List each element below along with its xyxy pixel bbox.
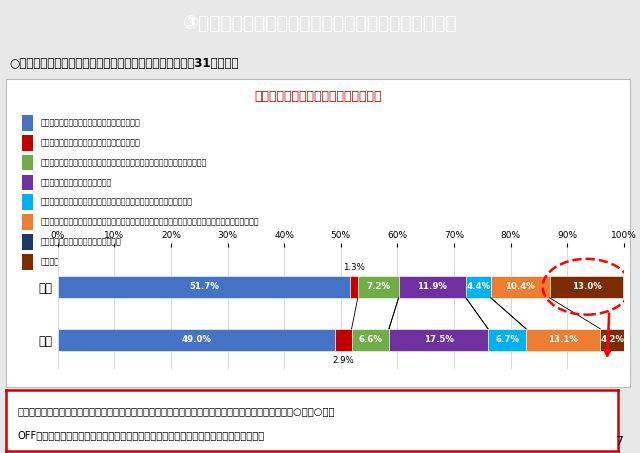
- Bar: [526, 329, 600, 351]
- Text: ③歯科・美容分野における費用を強調した広告の傾向: ③歯科・美容分野における費用を強調した広告の傾向: [182, 14, 458, 33]
- Text: 7: 7: [616, 435, 624, 448]
- Bar: [466, 275, 491, 298]
- Text: 17.5%: 17.5%: [424, 336, 454, 344]
- Text: （１）　広告が可能とされていない事項の広告: （１） 広告が可能とされていない事項の広告: [40, 118, 140, 127]
- Bar: [335, 329, 351, 351]
- Bar: [22, 115, 33, 130]
- Text: （４）　誇大な広告（誇大広告）: （４） 誇大な広告（誇大広告）: [40, 178, 112, 187]
- Text: OFF等の「費用を強調した広告」であり、美容では費用によって誘引する広告が目立つ。: OFF等の「費用を強調した広告」であり、美容では費用によって誘引する広告が目立つ…: [17, 430, 265, 440]
- Bar: [22, 155, 33, 170]
- Bar: [600, 329, 624, 351]
- Text: （５）　患者等の主観に基づく、治療等の内容又は効果に関する体験談: （５） 患者等の主観に基づく、治療等の内容又は効果に関する体験談: [40, 198, 193, 207]
- Bar: [358, 275, 399, 298]
- Bar: [491, 275, 550, 298]
- Bar: [351, 275, 358, 298]
- Text: 13.0%: 13.0%: [572, 282, 602, 291]
- Text: 6.6%: 6.6%: [358, 336, 382, 344]
- Bar: [22, 174, 33, 190]
- Bar: [389, 329, 488, 351]
- Text: （８）　その他: （８） その他: [40, 257, 74, 266]
- Bar: [488, 329, 526, 351]
- Text: 4.2%: 4.2%: [600, 336, 624, 344]
- Bar: [550, 275, 623, 298]
- Text: 10.4%: 10.4%: [506, 282, 535, 291]
- Bar: [22, 194, 33, 210]
- Bar: [22, 234, 33, 250]
- Text: （６）　治療等の内容又は効果について、患者等を誤認させるおそれがある治療等の前又は後の写真等: （６） 治療等の内容又は効果について、患者等を誤認させるおそれがある治療等の前又…: [40, 218, 259, 226]
- Text: （３）　他の病院又は診療所と比較して優良である旨の広告（比較優良広告）: （３） 他の病院又は診療所と比較して優良である旨の広告（比較優良広告）: [40, 158, 207, 167]
- Text: （７）　公序良俗に反する内容の広告: （７） 公序良俗に反する内容の広告: [40, 237, 122, 246]
- Text: ○美容・歯科において違反が多い違反種類（令和２年３月31日時点）: ○美容・歯科において違反が多い違反種類（令和２年３月31日時点）: [10, 57, 239, 70]
- Text: 1.3%: 1.3%: [343, 263, 365, 272]
- Text: 【美容・歯科】違反種類別の違反割合: 【美容・歯科】違反種類別の違反割合: [255, 91, 382, 103]
- Bar: [22, 135, 33, 150]
- Text: 4.4%: 4.4%: [467, 282, 490, 291]
- Bar: [22, 254, 33, 270]
- Bar: [399, 275, 466, 298]
- Bar: [351, 329, 389, 351]
- Text: 6.7%: 6.7%: [495, 336, 519, 344]
- Text: 51.7%: 51.7%: [189, 282, 219, 291]
- Text: 13.1%: 13.1%: [548, 336, 578, 344]
- Text: 2.9%: 2.9%: [332, 356, 354, 365]
- Text: 11.9%: 11.9%: [417, 282, 447, 291]
- Text: 美容は歯科と比較して、「その他」の違反比率が高い傾向がある。「その他」の多くはキャンペーン、○％（○円）: 美容は歯科と比較して、「その他」の違反比率が高い傾向がある。「その他」の多くはキ…: [17, 406, 335, 416]
- Text: 49.0%: 49.0%: [181, 336, 211, 344]
- Bar: [22, 214, 33, 230]
- Bar: [58, 329, 335, 351]
- Text: （２）　内容が虚偽にわたる広告（虚偽広告）: （２） 内容が虚偽にわたる広告（虚偽広告）: [40, 138, 140, 147]
- Text: 7.2%: 7.2%: [366, 282, 390, 291]
- Bar: [58, 275, 351, 298]
